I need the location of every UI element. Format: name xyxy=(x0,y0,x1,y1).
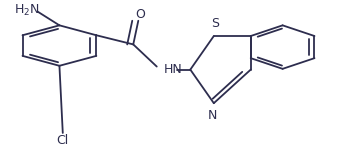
Text: S: S xyxy=(212,17,219,30)
Text: HN: HN xyxy=(163,63,182,76)
Text: O: O xyxy=(135,8,145,21)
Text: N: N xyxy=(208,109,217,122)
Text: H$_2$N: H$_2$N xyxy=(14,2,40,18)
Text: Cl: Cl xyxy=(57,134,69,147)
